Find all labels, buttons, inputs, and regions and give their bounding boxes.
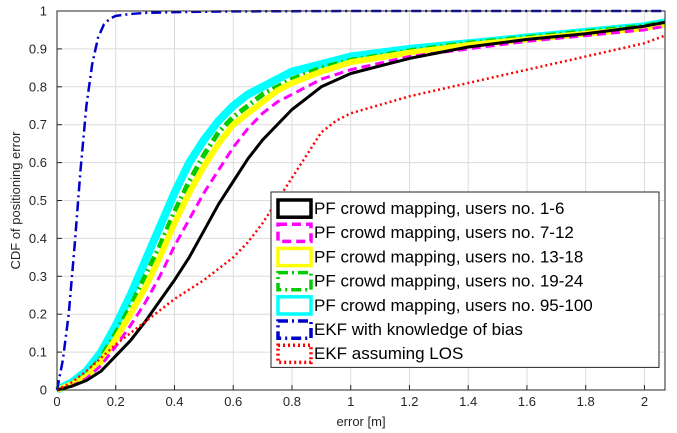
legend: PF crowd mapping, users no. 1-6 PF crowd … xyxy=(270,191,660,368)
x-tick-label: 0.4 xyxy=(165,394,183,409)
legend-swatch xyxy=(276,343,313,365)
legend-label: PF crowd mapping, users no. 19-24 xyxy=(314,272,583,291)
y-ticks: 0 0.1 0.2 0.3 0.4 0.5 0.6 0.7 0.8 0.9 1 xyxy=(29,4,62,398)
x-tick-label: 1.8 xyxy=(577,394,595,409)
legend-swatch xyxy=(276,270,313,292)
legend-box xyxy=(270,191,660,368)
y-tick-label: 0.6 xyxy=(29,155,47,170)
legend-swatch xyxy=(276,246,313,268)
y-tick-label: 0.7 xyxy=(29,117,47,132)
legend-label: PF crowd mapping, users no. 95-100 xyxy=(314,296,593,315)
legend-swatch xyxy=(276,222,313,244)
x-tick-label: 0 xyxy=(53,394,60,409)
x-tick-label: 0.2 xyxy=(107,394,125,409)
y-axis-label: CDF of positioning error xyxy=(8,131,23,270)
legend-label: PF crowd mapping, users no. 1-6 xyxy=(314,199,564,218)
y-tick-label: 0.8 xyxy=(29,79,47,94)
x-axis-label: error [m] xyxy=(336,414,385,429)
series-line-3 xyxy=(56,24,666,392)
legend-swatch xyxy=(276,319,313,340)
y-tick-label: 0.3 xyxy=(29,269,47,284)
series-line-2 xyxy=(55,21,666,393)
legend-label: PF crowd mapping, users no. 13-18 xyxy=(314,247,583,266)
legend-swatch xyxy=(276,295,313,316)
x-tick-label: 1.2 xyxy=(400,394,418,409)
y-tick-label: 0.1 xyxy=(29,345,47,360)
legend-label: EKF with knowledge of bias xyxy=(314,320,523,339)
legend-label: PF crowd mapping, users no. 7-12 xyxy=(314,223,574,242)
x-tick-label: 2 xyxy=(641,394,648,409)
legend-swatch xyxy=(276,198,313,219)
x-tick-label: 1.4 xyxy=(459,394,477,409)
y-tick-label: 0.2 xyxy=(29,307,47,322)
y-tick-label: 0.5 xyxy=(29,193,47,208)
series-line-4 xyxy=(56,20,666,392)
x-ticks: 0 0.2 0.4 0.6 0.8 1 1.2 1.4 1.6 1.8 2 xyxy=(53,385,648,409)
legend-label: EKF assuming LOS xyxy=(314,344,463,363)
series-line-6 xyxy=(56,34,666,392)
y-tick-label: 0.4 xyxy=(29,231,47,246)
y-tick-label: 0.9 xyxy=(29,41,47,56)
y-tick-label: 0 xyxy=(40,383,47,398)
x-tick-label: 0.6 xyxy=(224,394,242,409)
x-tick-label: 0.8 xyxy=(283,394,301,409)
x-tick-label: 1.6 xyxy=(518,394,536,409)
x-tick-label: 1 xyxy=(347,394,354,409)
y-tick-label: 1 xyxy=(40,4,47,19)
